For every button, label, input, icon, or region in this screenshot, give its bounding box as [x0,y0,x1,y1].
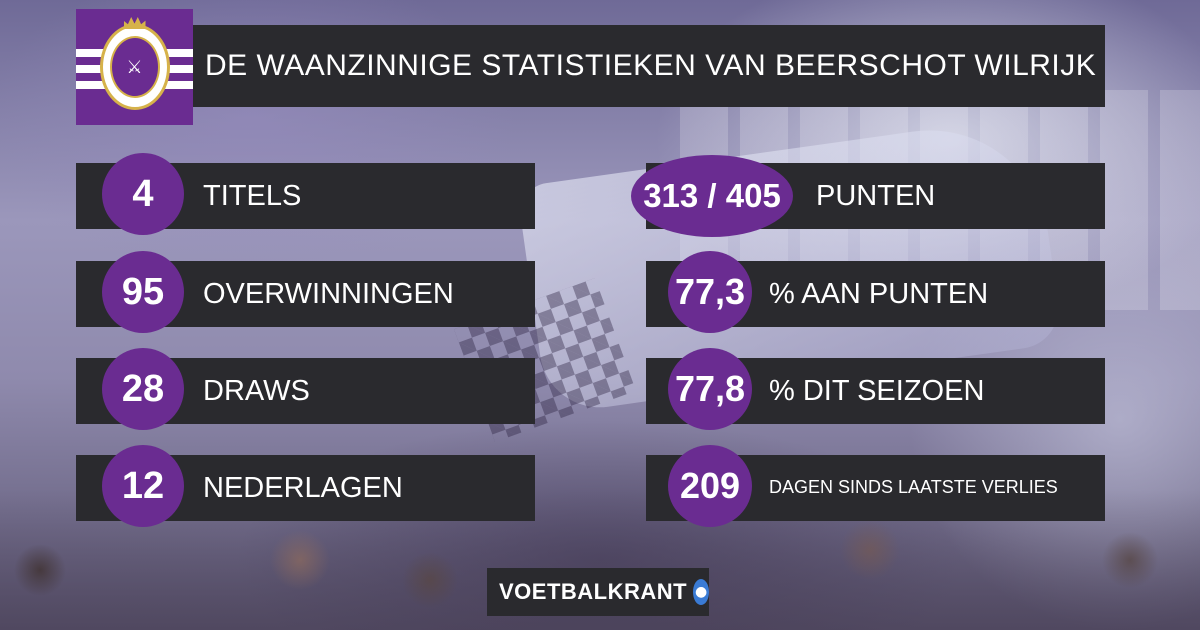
stat-label-titels: TITELS [203,180,302,212]
stat-label-dit-seizoen: % DIT SEIZOEN [769,375,985,407]
stat-value-punten: 313 / 405 [631,155,793,237]
brand-logo: VOETBALKRANT ● [487,568,709,616]
page-title: DE WAANZINNIGE STATISTIEKEN VAN BEERSCHO… [205,49,1097,82]
stat-value-titels: 4 [102,153,184,235]
stat-label-percent-punten: % AAN PUNTEN [769,278,989,310]
club-crest-icon: ⚔ [99,17,170,110]
stat-label-nederlagen: NEDERLAGEN [203,472,403,504]
stat-value-nederlagen: 12 [102,445,184,527]
brand-mark-icon: ● [693,579,709,605]
stat-value-overwinningen: 95 [102,251,184,333]
stat-value-draws: 28 [102,348,184,430]
stat-label-dagen: DAGEN SINDS LAATSTE VERLIES [769,477,1058,497]
stat-value-percent-punten: 77,3 [668,251,752,333]
stat-label-overwinningen: OVERWINNINGEN [203,278,454,310]
title-bar: DE WAANZINNIGE STATISTIEKEN VAN BEERSCHO… [193,25,1105,107]
brand-name: VOETBALKRANT [499,579,688,604]
stat-label-draws: DRAWS [203,375,310,407]
stat-value-dit-seizoen: 77,8 [668,348,752,430]
stat-label-punten: PUNTEN [816,180,936,212]
stat-value-dagen: 209 [668,445,752,527]
club-logo: ⚔ [76,9,193,125]
